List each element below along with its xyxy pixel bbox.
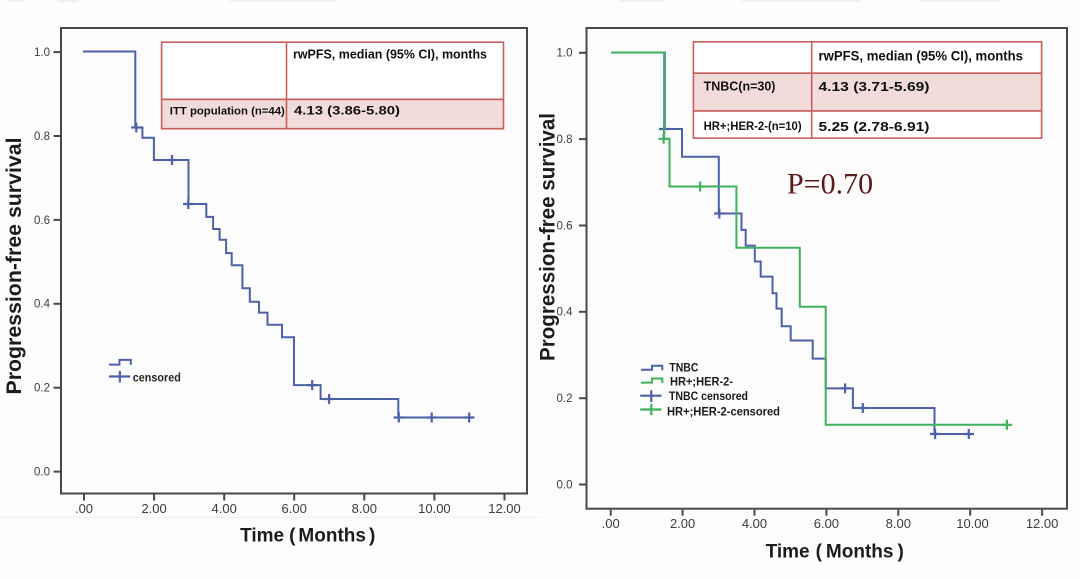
svg-text:Time(Months): Time(Months) bbox=[766, 542, 904, 563]
svg-text:0.2: 0.2 bbox=[557, 393, 573, 405]
svg-text:.00: .00 bbox=[75, 501, 93, 516]
svg-text:12.00: 12.00 bbox=[488, 501, 521, 516]
svg-text:0.6: 0.6 bbox=[557, 220, 573, 232]
svg-text:TNBC censored: TNBC censored bbox=[669, 389, 748, 403]
svg-text:8.00: 8.00 bbox=[352, 501, 377, 516]
svg-text:8.00: 8.00 bbox=[886, 516, 911, 531]
svg-text:ITT population (n=44): ITT population (n=44) bbox=[170, 106, 285, 118]
svg-text:5.25 (2.78-6.91): 5.25 (2.78-6.91) bbox=[819, 119, 930, 134]
svg-text:1.0: 1.0 bbox=[557, 48, 573, 60]
svg-text:0.0: 0.0 bbox=[34, 467, 50, 479]
svg-text:rwPFS, median (95% CI), months: rwPFS, median (95% CI), months bbox=[293, 47, 487, 62]
svg-text:HR+;HER-2-(n=10): HR+;HER-2-(n=10) bbox=[704, 119, 802, 133]
svg-text:Progression-free survival: Progression-free survival bbox=[537, 113, 560, 361]
svg-text:0.4: 0.4 bbox=[557, 307, 574, 319]
svg-text:0.6: 0.6 bbox=[34, 215, 50, 227]
svg-text:4.13 (3.86-5.80): 4.13 (3.86-5.80) bbox=[294, 106, 400, 118]
svg-text:0.2: 0.2 bbox=[34, 383, 50, 395]
svg-text:Progression-free survival: Progression-free survival bbox=[3, 138, 26, 395]
svg-text:TNBC(n=30): TNBC(n=30) bbox=[704, 80, 776, 94]
svg-text:0.4: 0.4 bbox=[34, 299, 51, 311]
svg-text:0.8: 0.8 bbox=[557, 134, 573, 146]
svg-text:0.0: 0.0 bbox=[557, 479, 573, 491]
svg-text:1.0: 1.0 bbox=[34, 47, 50, 59]
svg-text:Time(Months): Time(Months) bbox=[240, 526, 375, 547]
svg-text:2.00: 2.00 bbox=[670, 516, 695, 531]
svg-text:6.00: 6.00 bbox=[814, 516, 839, 531]
svg-text:.00: .00 bbox=[602, 516, 620, 531]
svg-text:4.00: 4.00 bbox=[212, 501, 237, 516]
svg-text:HR+;HER-2-censored: HR+;HER-2-censored bbox=[667, 405, 780, 419]
svg-text:6.00: 6.00 bbox=[282, 501, 307, 516]
svg-text:4.13 (3.71-5.69): 4.13 (3.71-5.69) bbox=[819, 79, 930, 94]
svg-text:12.00: 12.00 bbox=[1026, 516, 1059, 531]
svg-text:HR+;HER-2-: HR+;HER-2- bbox=[670, 375, 733, 389]
svg-text:TNBC: TNBC bbox=[669, 361, 698, 375]
svg-text:2.00: 2.00 bbox=[141, 501, 166, 516]
svg-text:censored: censored bbox=[133, 373, 181, 385]
svg-text:10.00: 10.00 bbox=[418, 501, 451, 516]
svg-text:rwPFS, median (95% CI), months: rwPFS, median (95% CI), months bbox=[819, 49, 1024, 64]
svg-text:10.00: 10.00 bbox=[956, 516, 989, 531]
svg-text:P=0.70: P=0.70 bbox=[787, 168, 873, 201]
svg-text:4.00: 4.00 bbox=[742, 516, 767, 531]
svg-text:0.8: 0.8 bbox=[34, 131, 50, 143]
